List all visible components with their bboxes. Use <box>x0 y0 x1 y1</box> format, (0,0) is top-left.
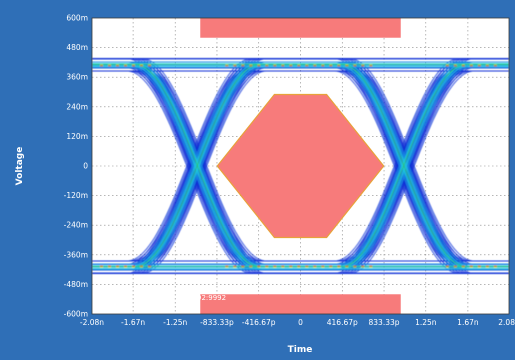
mask-eye-polygon[interactable] <box>216 93 385 239</box>
x-axis-title: Time <box>288 345 313 355</box>
mask-regions <box>200 18 401 314</box>
x-tick-label: 0 <box>298 318 303 327</box>
y-tick-label: 360m <box>66 73 88 82</box>
x-tick-label: 1.67n <box>457 318 479 327</box>
x-tick-label: 1.25n <box>415 318 437 327</box>
mask-bottom-bar[interactable] <box>200 294 401 314</box>
x-tick-label: -1.25n <box>163 318 187 327</box>
y-axis-title: Voltage <box>15 147 25 186</box>
y-tick-label: -120m <box>64 191 88 200</box>
y-tick-label: -360m <box>64 250 88 259</box>
mask-bar-label: 92:9992 <box>197 294 226 302</box>
signal-traces <box>92 58 509 274</box>
y-tick-label: -480m <box>64 280 88 289</box>
y-tick-label: 600m <box>66 14 88 23</box>
y-tick-label: -240m <box>64 221 88 230</box>
plot-border <box>91 17 510 315</box>
y-axis-ticks: 600m 480m 360m 240m 120m 0 -120m -240m -360m -480… <box>64 14 89 319</box>
y-tick-label: 0 <box>83 162 88 171</box>
x-tick-label: -833.33p <box>200 318 234 327</box>
x-tick-label: 416.67p <box>327 318 358 327</box>
mask-top-bar[interactable] <box>200 18 401 38</box>
y-tick-label: 480m <box>66 43 88 52</box>
y-tick-label: -600m <box>64 310 88 319</box>
x-tick-label: 833.33p <box>369 318 400 327</box>
x-tick-label: -1.67n <box>121 318 145 327</box>
x-tick-label: -416.67p <box>242 318 276 327</box>
x-axis-ticks: -2.08n -1.67n -1.25n -833.33p -416.67p 0 416.6… <box>80 318 515 327</box>
x-tick-label: -2.08n <box>80 318 104 327</box>
x-tick-label: 2.08n <box>498 318 515 327</box>
y-tick-label: 240m <box>66 102 88 111</box>
y-tick-label: 120m <box>66 132 88 141</box>
